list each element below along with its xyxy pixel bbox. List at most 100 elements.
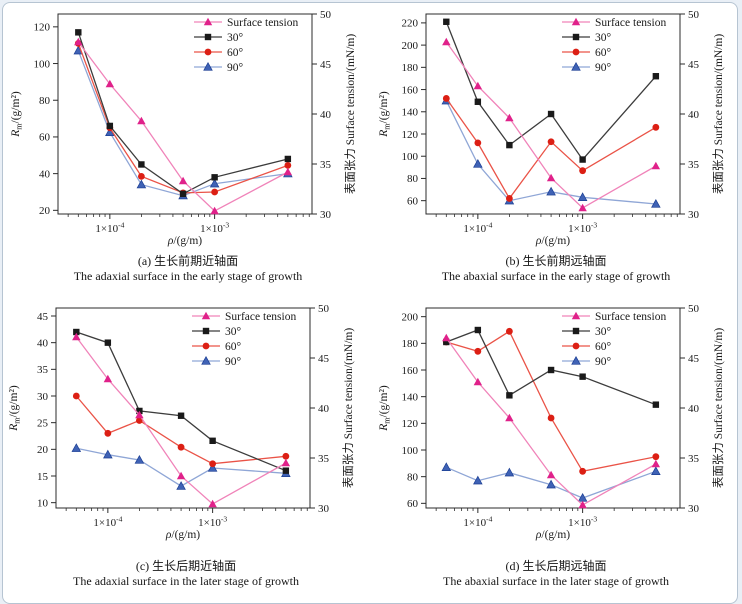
data-point-marker xyxy=(208,499,217,508)
y-tick-label-left: 180 xyxy=(402,62,419,74)
data-point-marker xyxy=(282,452,290,460)
data-point-marker xyxy=(651,198,661,208)
legend-item-label: Surface tension xyxy=(227,17,298,29)
data-point-marker xyxy=(505,195,513,202)
x-tick-label: 1×10-3 xyxy=(568,221,597,236)
y-tick-label-left: 100 xyxy=(34,58,51,70)
y-tick-label-right: 40 xyxy=(688,109,700,121)
y-tick-label-left: 120 xyxy=(402,418,419,430)
y-tick-label-left: 220 xyxy=(402,18,419,30)
y-tick-label-left: 30 xyxy=(37,391,49,403)
y-tick-label-left: 45 xyxy=(37,311,49,323)
data-point-marker xyxy=(203,17,213,26)
legend-item-label: 60° xyxy=(227,47,244,59)
data-point-marker xyxy=(210,206,219,215)
x-axis-label: ρ/(g/m) xyxy=(167,235,202,247)
y-tick-label-left: 100 xyxy=(402,445,419,457)
data-point-marker xyxy=(505,113,514,122)
y-tick-label-left: 40 xyxy=(39,168,51,180)
data-point-marker xyxy=(103,374,113,383)
data-point-marker xyxy=(474,139,482,147)
y-tick-label-left: 160 xyxy=(402,365,419,377)
data-point-marker xyxy=(579,467,587,475)
y-tick-label-left: 120 xyxy=(34,22,51,34)
legend-item-label: Surface tension xyxy=(595,311,666,323)
data-point-marker xyxy=(137,172,145,180)
y-tick-label-right: 45 xyxy=(320,59,332,71)
caption-zh-a: (a) 生长前期近轴面 xyxy=(137,254,239,268)
series-line xyxy=(77,32,289,195)
x-tick-label: 1×10-4 xyxy=(93,515,122,530)
data-point-marker xyxy=(104,429,112,437)
data-point-marker xyxy=(211,188,219,196)
data-point-marker xyxy=(651,466,661,475)
y-tick-label-left: 40 xyxy=(37,337,49,349)
series-line xyxy=(445,41,657,209)
data-point-marker xyxy=(105,79,115,88)
y-tick-label-right: 45 xyxy=(688,353,700,365)
y-tick-label-left: 10 xyxy=(37,497,49,509)
data-point-marker xyxy=(443,338,450,346)
caption-zh-b: (b) 生长前期远轴面 xyxy=(505,254,607,268)
data-point-marker xyxy=(572,33,580,41)
y-axis-label-left: Rm/(g/m²) xyxy=(378,385,392,432)
legend-item-label: 30° xyxy=(595,32,612,44)
subplot-d: 60 80 100 120 140 160 180 200 30 35 40 45 50 1×10-4 1×… xyxy=(374,298,738,589)
data-point-marker xyxy=(178,176,188,185)
caption-zh-c: (c) 生长后期近轴面 xyxy=(135,559,237,573)
series-line xyxy=(445,21,657,161)
data-point-marker xyxy=(579,156,586,163)
data-point-marker xyxy=(652,453,660,461)
x-tick-label: 1×10-4 xyxy=(95,221,124,236)
data-point-marker xyxy=(571,355,581,365)
x-tick-label: 1×10-3 xyxy=(198,515,227,530)
data-point-marker xyxy=(651,459,661,468)
y-tick-label-right: 45 xyxy=(688,59,700,71)
legend-item-label: Surface tension xyxy=(595,17,666,29)
y-tick-label-left: 80 xyxy=(407,471,419,483)
y-tick-label-right: 50 xyxy=(688,303,700,315)
y-tick-label-left: 35 xyxy=(37,364,49,376)
data-point-marker xyxy=(75,29,82,36)
chart-d: 60 80 100 120 140 160 180 200 30 35 40 45 50 1×10-4 1×… xyxy=(378,303,725,541)
data-point-marker xyxy=(203,61,213,71)
data-point-marker xyxy=(281,458,291,467)
y-tick-label-right: 35 xyxy=(320,159,332,171)
data-point-marker xyxy=(442,333,451,342)
data-point-marker xyxy=(201,311,211,320)
y-axis-label-right: 表面张力 Surface tension/(mN/m) xyxy=(343,34,357,195)
data-point-marker xyxy=(506,392,513,399)
data-point-marker xyxy=(579,373,586,380)
y-tick-label-left: 140 xyxy=(402,107,419,119)
x-tick-label: 1×10-4 xyxy=(463,515,492,530)
y-tick-label-left: 15 xyxy=(37,471,49,483)
legend-item-label: 90° xyxy=(595,62,612,74)
data-point-marker xyxy=(104,339,112,346)
y-tick-label-right: 45 xyxy=(318,353,330,365)
y-tick-label-left: 60 xyxy=(407,195,419,207)
y-tick-label-left: 25 xyxy=(37,417,49,429)
series-line xyxy=(76,331,287,472)
data-point-marker xyxy=(579,167,587,175)
y-tick-label-right: 50 xyxy=(318,303,330,315)
caption-en-b: The abaxial surface in the early stage o… xyxy=(441,269,671,283)
data-point-marker xyxy=(135,417,143,424)
y-axis-label-right: 表面张力 Surface tension/(mN/m) xyxy=(711,328,725,489)
data-point-marker xyxy=(284,161,292,169)
data-point-marker xyxy=(134,454,145,464)
data-point-marker xyxy=(505,327,513,335)
x-tick-label: 1×10-3 xyxy=(568,515,597,530)
data-point-marker xyxy=(137,116,146,125)
y-tick-label-left: 200 xyxy=(402,40,419,52)
data-point-marker xyxy=(202,342,210,350)
legend-item-label: 30° xyxy=(227,32,244,44)
data-point-marker xyxy=(202,327,210,335)
data-point-marker xyxy=(74,37,83,46)
x-tick-label: 1×10-3 xyxy=(200,221,229,236)
series-line xyxy=(446,329,657,406)
data-point-marker xyxy=(209,437,216,444)
data-point-marker xyxy=(577,192,588,201)
data-point-marker xyxy=(72,332,81,341)
subplot-b: 60 80 100 120 140 160 180 200 220 30 35 40 45 50 1×10-… xyxy=(374,4,738,284)
data-point-marker xyxy=(571,17,581,26)
